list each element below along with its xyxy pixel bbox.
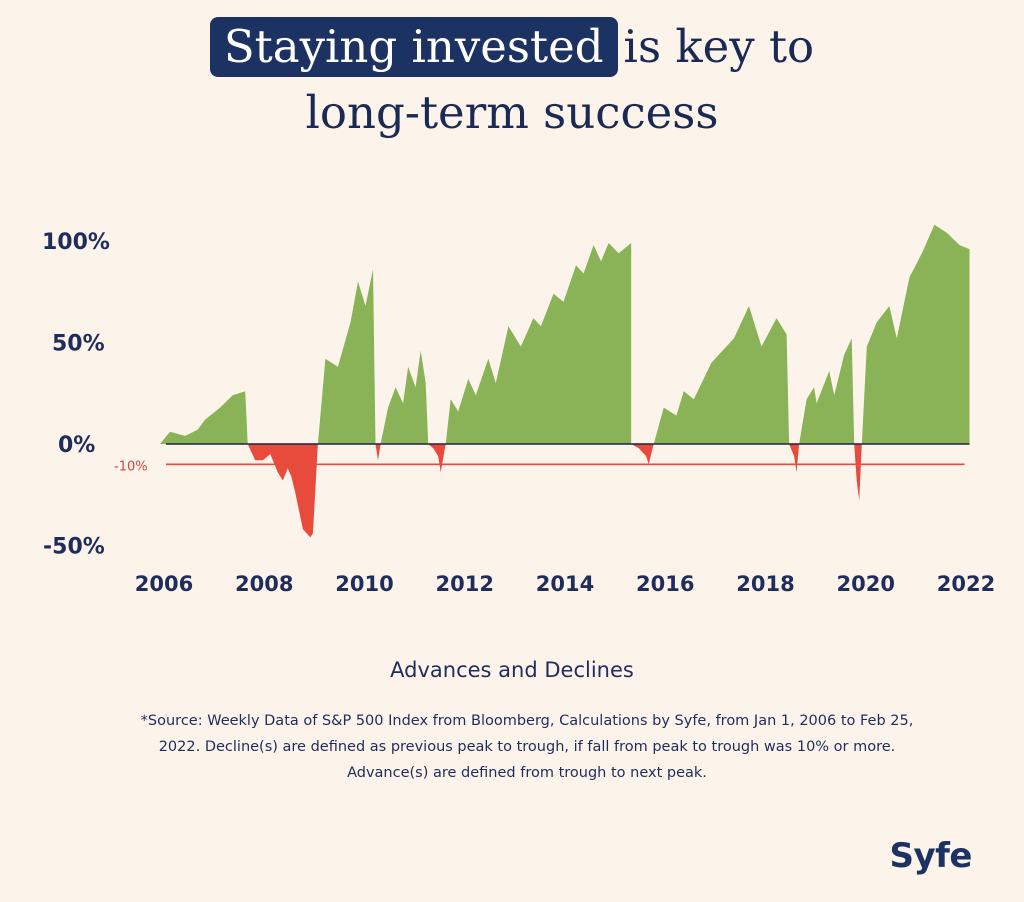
- title-highlight: Staying invested: [209, 17, 618, 77]
- x-tick-label: 2008: [235, 572, 293, 596]
- y-tick-label: 0%: [58, 433, 95, 458]
- x-tick-label: 2014: [536, 572, 594, 596]
- declines-area-2: [375, 444, 381, 461]
- chart-subtitle: Advances and Declines: [390, 658, 634, 682]
- source-note: *Source: Weekly Data of S&P 500 Index fr…: [140, 713, 914, 781]
- x-tick-label: 2016: [636, 572, 694, 596]
- x-tick-label: 2018: [736, 572, 794, 596]
- y-tick-label: 50%: [52, 332, 105, 357]
- x-tick-label: 2010: [335, 572, 393, 596]
- declines-area-6: [854, 444, 862, 501]
- advances-area-2: [317, 269, 376, 444]
- advances-area-4: [445, 243, 632, 444]
- advances-area-7: [861, 224, 970, 444]
- advances-area-3: [380, 350, 429, 444]
- x-axis-ticks: 2006 2008 2010 2012 2014 2016 2018 2020 2022: [135, 572, 995, 596]
- declines-area-3: [428, 444, 446, 473]
- x-tick-label: 2006: [135, 572, 193, 596]
- chart-areas: [160, 224, 970, 538]
- advances-area-6: [799, 338, 855, 444]
- advances-area-1: [160, 391, 248, 444]
- y-tick-label: -50%: [43, 535, 105, 560]
- page-title: Staying invested is key to long-term succ…: [0, 14, 1024, 146]
- syfe-logo: Syfe: [889, 836, 972, 876]
- x-tick-label: 2022: [937, 572, 995, 596]
- title-line-1: Staying invested is key to: [0, 14, 1024, 80]
- declines-area-1: [247, 444, 318, 538]
- reference-line-label: -10%: [114, 459, 148, 474]
- y-axis-ticks: 100% 50% 0% -50%: [42, 230, 110, 560]
- title-rest: is key to: [623, 20, 815, 73]
- x-tick-label: 2012: [436, 572, 494, 596]
- advances-area-5: [653, 306, 790, 444]
- x-tick-label: 2020: [837, 572, 895, 596]
- declines-area-5: [789, 444, 800, 473]
- title-line-2: long-term success: [305, 86, 719, 139]
- chart-lines: [166, 443, 970, 466]
- y-tick-label: 100%: [42, 230, 110, 255]
- advances-declines-chart: 100%50%0%-50% 2006 2008 2010 2012 2014 2016 20…: [42, 224, 995, 596]
- declines-area-4: [631, 444, 654, 465]
